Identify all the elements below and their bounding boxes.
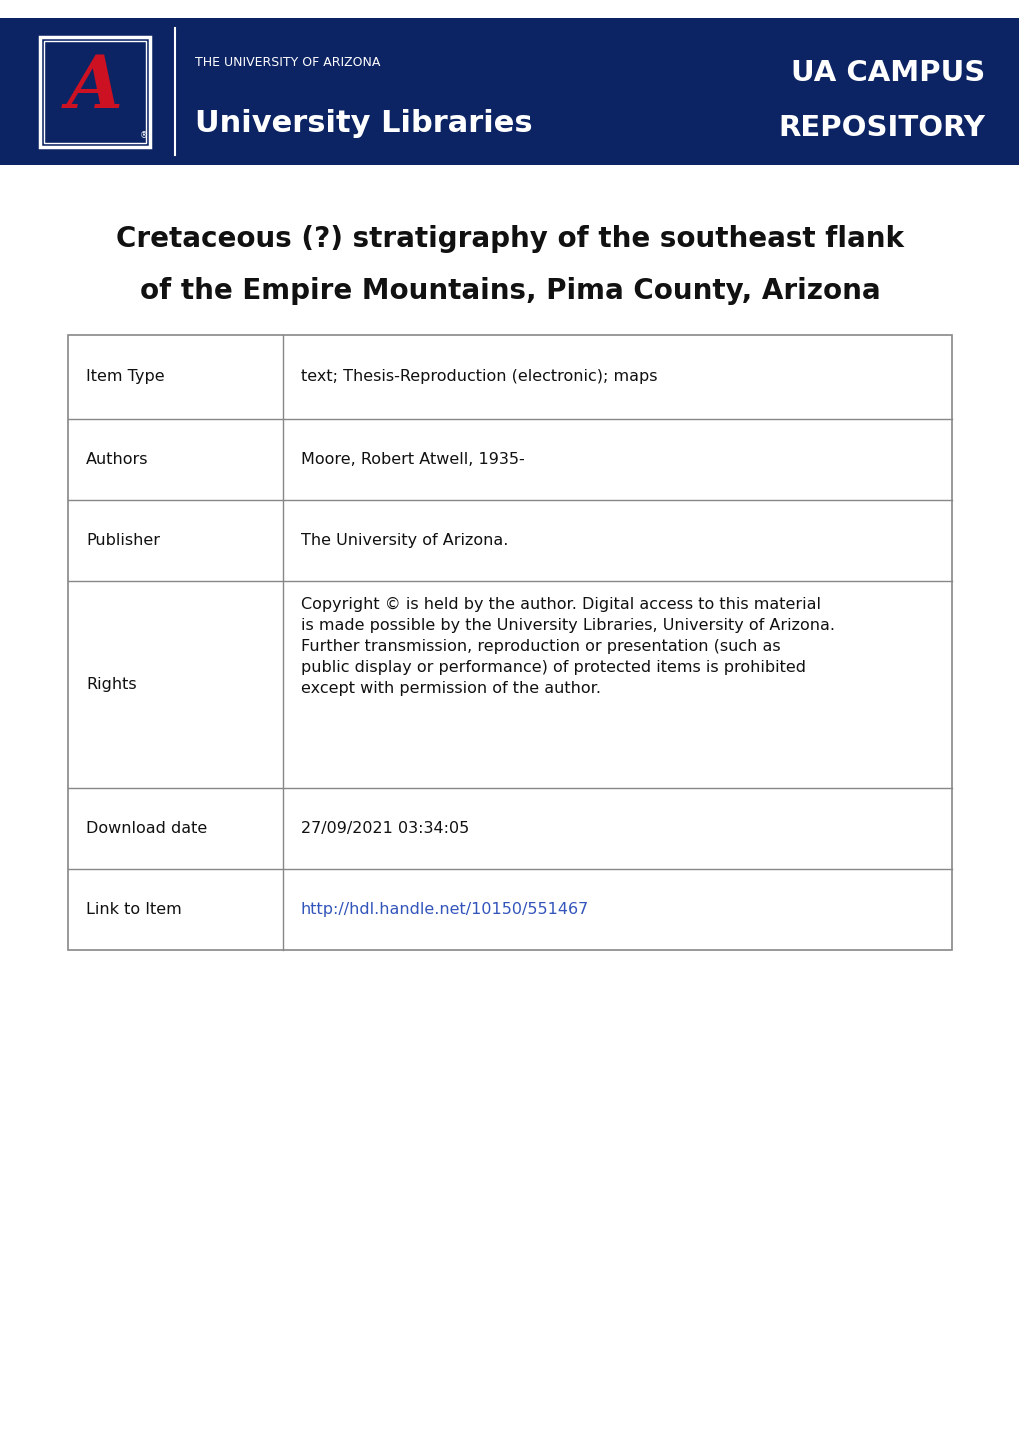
Text: Cretaceous (?) stratigraphy of the southeast flank: Cretaceous (?) stratigraphy of the south… [116,225,903,252]
Bar [40,36,150,147]
Bar [44,40,146,143]
Text: Authors: Authors [86,451,149,467]
Text: http://hdl.handle.net/10150/551467: http://hdl.handle.net/10150/551467 [301,903,589,917]
Text: of the Empire Mountains, Pima County, Arizona: of the Empire Mountains, Pima County, Ar… [140,277,879,306]
Text: A: A [67,52,123,123]
Text: text; Thesis-Reproduction (electronic); maps: text; Thesis-Reproduction (electronic); … [301,369,657,385]
Text: ®: ® [140,131,148,140]
Text: 27/09/2021 03:34:05: 27/09/2021 03:34:05 [301,820,469,836]
Bar [68,335,951,950]
Bar [0,17,1019,164]
Text: Moore, Robert Atwell, 1935-: Moore, Robert Atwell, 1935- [301,451,524,467]
Text: Publisher: Publisher [86,534,160,548]
Text: Rights: Rights [86,676,137,692]
Text: UA CAMPUS: UA CAMPUS [790,59,984,87]
Text: REPOSITORY: REPOSITORY [777,114,984,141]
Text: Download date: Download date [86,820,207,836]
Text: THE UNIVERSITY OF ARIZONA: THE UNIVERSITY OF ARIZONA [195,56,380,69]
Text: Link to Item: Link to Item [86,903,181,917]
Text: The University of Arizona.: The University of Arizona. [301,534,507,548]
Text: Copyright © is held by the author. Digital access to this material
is made possi: Copyright © is held by the author. Digit… [301,597,835,696]
Text: University Libraries: University Libraries [195,108,532,137]
Text: Item Type: Item Type [86,369,164,385]
